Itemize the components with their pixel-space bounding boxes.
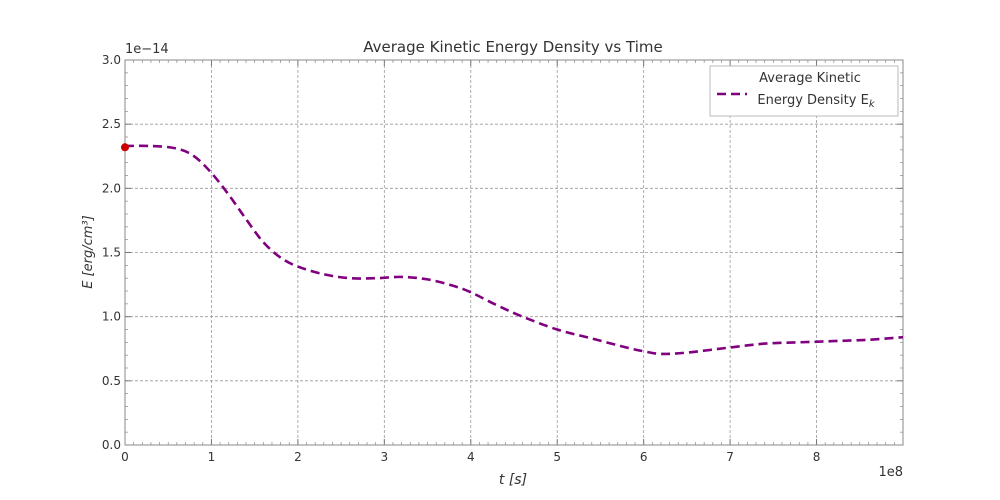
y-tick-label: 3.0 bbox=[102, 53, 121, 67]
y-offset-multiplier: 1e−14 bbox=[125, 42, 169, 57]
legend-label-line2: Energy Density Ek bbox=[757, 93, 875, 110]
x-tick-label: 6 bbox=[640, 450, 648, 464]
legend-box bbox=[709, 65, 899, 117]
x-tick-label: 1 bbox=[208, 450, 216, 464]
x-offset-multiplier: 1e8 bbox=[878, 465, 903, 480]
x-tick-label: 0 bbox=[121, 450, 129, 464]
y-tick-labels: 0.0 0.5 1.0 1.5 2.0 2.5 3.0 bbox=[102, 53, 121, 452]
y-tick-label: 2.5 bbox=[102, 117, 121, 131]
legend: Average Kinetic Energy Density Ek bbox=[709, 65, 899, 117]
legend-label-line1: Average Kinetic bbox=[759, 71, 861, 86]
x-tick-label: 2 bbox=[294, 450, 302, 464]
x-tick-label: 5 bbox=[553, 450, 561, 464]
y-tick-label: 0.5 bbox=[102, 374, 121, 388]
x-tick-label: 8 bbox=[813, 450, 821, 464]
y-tick-label: 1.5 bbox=[102, 246, 121, 260]
x-tick-label: 7 bbox=[726, 450, 734, 464]
x-axis-label: t [s] bbox=[499, 472, 527, 488]
series-line bbox=[124, 144, 904, 356]
y-axis-label: E [erg/cm³] bbox=[81, 215, 96, 289]
legend-label-line2-text: Energy Density E bbox=[757, 93, 868, 108]
chart-title: Average Kinetic Energy Density vs Time bbox=[363, 38, 662, 56]
plot-area-frame bbox=[124, 59, 904, 446]
y-tick-label: 1.0 bbox=[102, 310, 121, 324]
y-tick-label: 0.0 bbox=[102, 438, 121, 452]
start-marker bbox=[121, 143, 129, 152]
y-tick-label: 2.0 bbox=[102, 181, 121, 195]
x-tick-label: 3 bbox=[381, 450, 389, 464]
x-tick-labels: 0 1 2 3 4 5 6 7 8 bbox=[121, 450, 820, 464]
x-tick-label: 4 bbox=[467, 450, 475, 464]
legend-label-subscript: k bbox=[869, 99, 876, 110]
